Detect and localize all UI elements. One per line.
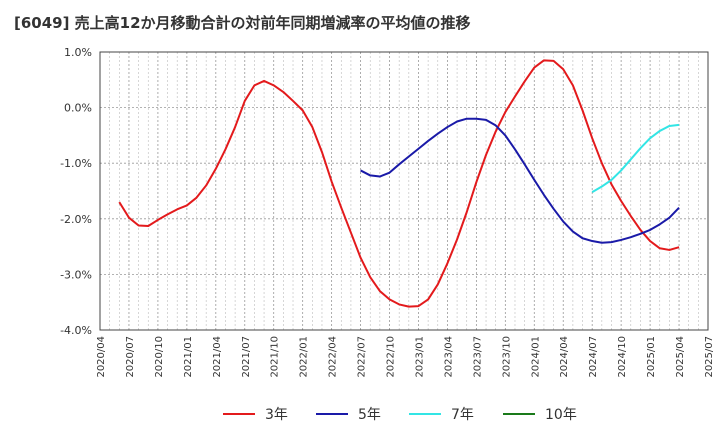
x-tick-label: 2021/04 [212,336,223,378]
series-line-0 [118,59,680,308]
legend-label: 5年 [358,407,381,423]
x-tick-label: 2020/07 [125,336,136,378]
x-tick-label: 2021/01 [183,336,194,378]
y-tick-label: 1.0% [64,46,92,59]
x-tick-label: 2020/10 [154,336,165,378]
x-tick-label: 2024/10 [617,336,628,378]
x-tick-label: 2022/07 [357,336,368,378]
x-tick-label: 2021/10 [270,336,281,378]
series-line-2 [591,123,680,193]
y-tick-label: 0.0% [64,102,92,115]
x-tick-label: 2025/07 [704,336,715,378]
x-tick-label: 2024/01 [530,336,541,378]
x-tick-label: 2025/01 [646,336,657,378]
y-tick-label: -4.0% [60,324,92,337]
series-line-1 [360,117,680,244]
y-tick-label: -3.0% [60,268,92,281]
series-lines [118,59,680,308]
chart-title: [6049] 売上高12か月移動合計の対前年同期増減率の平均値の推移 [14,14,471,32]
legend-label: 7年 [451,407,474,423]
x-tick-label: 2020/04 [96,336,107,378]
y-axis: 1.0% 0.0% -1.0% -2.0% -3.0% -4.0% [60,46,92,337]
x-tick-label: 2023/01 [414,336,425,378]
grid [100,52,708,330]
x-tick-label: 2024/07 [588,336,599,378]
x-tick-label: 2024/04 [559,336,570,378]
x-tick-label: 2022/01 [299,336,310,378]
plot-frame [99,51,709,331]
x-tick-label: 2021/07 [241,336,252,378]
legend: 3年 5年 7年 10年 [223,407,577,423]
legend-label: 10年 [545,407,577,423]
x-tick-label: 2025/04 [675,336,686,378]
x-tick-label: 2023/04 [443,336,454,378]
x-tick-label: 2023/07 [472,336,483,378]
x-tick-label: 2022/04 [328,336,339,378]
x-tick-label: 2023/10 [501,336,512,378]
y-tick-label: -2.0% [60,213,92,226]
x-axis: 2020/04 2020/07 2020/10 2021/01 2021/04 2021/… [96,336,715,378]
x-tick-label: 2022/10 [386,336,397,378]
legend-label: 3年 [265,407,288,423]
y-tick-label: -1.0% [60,157,92,170]
